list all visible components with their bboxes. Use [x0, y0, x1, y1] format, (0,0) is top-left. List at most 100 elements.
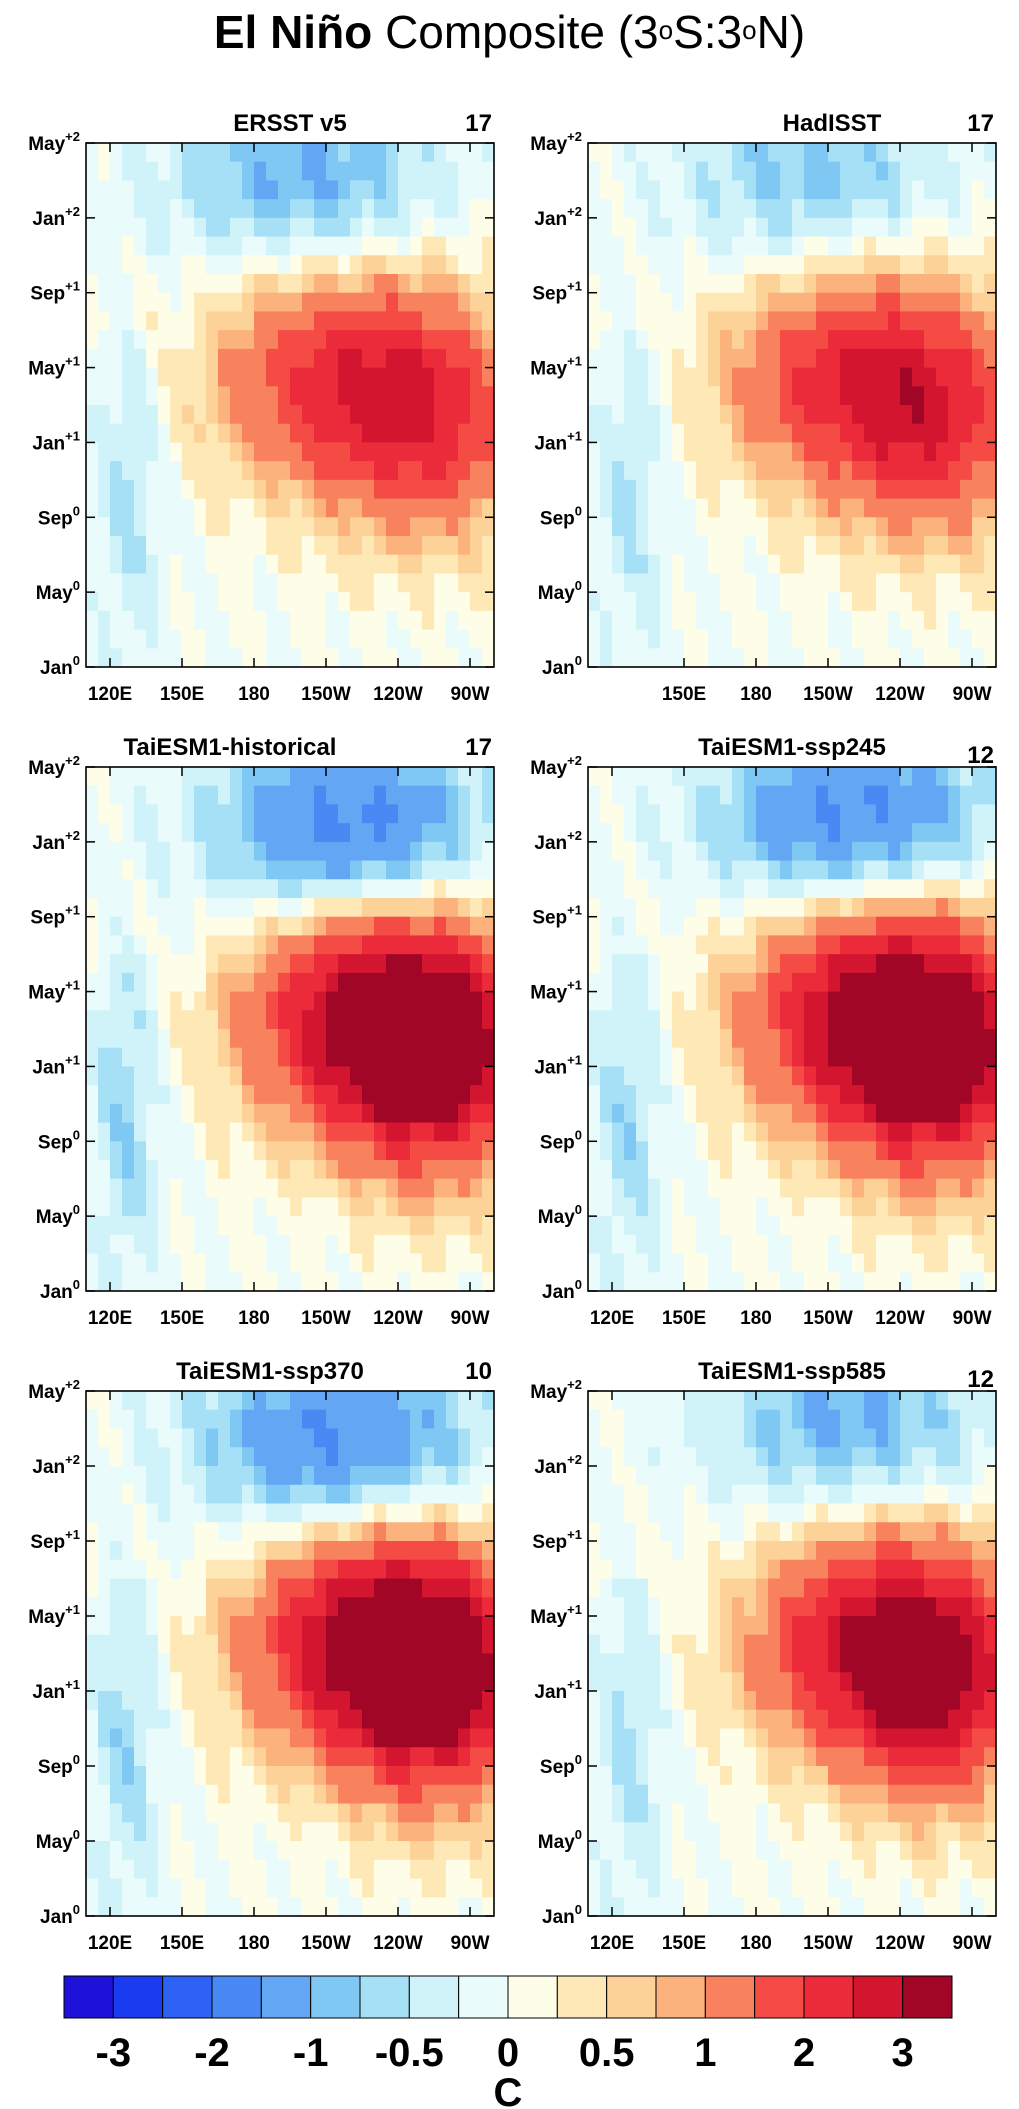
heatmap-cell	[624, 161, 637, 182]
heatmap-cell	[720, 1216, 733, 1236]
heatmap-cell	[278, 823, 291, 843]
heatmap-cell	[314, 1029, 327, 1049]
heatmap-cell	[960, 841, 973, 862]
heatmap-cell	[278, 1709, 291, 1730]
heatmap-cell	[768, 236, 781, 256]
heatmap-cell	[254, 991, 267, 1011]
heatmap-cell	[134, 1253, 147, 1273]
heatmap-cell	[170, 610, 183, 631]
heatmap-cell	[170, 1784, 183, 1805]
heatmap-cell	[326, 1122, 339, 1142]
heatmap-cell	[756, 1234, 769, 1255]
heatmap-cell	[266, 423, 279, 444]
heatmap-cell	[314, 217, 327, 238]
heatmap-cell	[110, 648, 123, 668]
heatmap-cell	[446, 954, 459, 974]
heatmap-cell	[386, 879, 399, 899]
heatmap-cell	[912, 991, 925, 1011]
heatmap-cell	[326, 1234, 339, 1255]
heatmap-cell	[672, 1141, 685, 1161]
heatmap-cell	[110, 1103, 123, 1124]
heatmap-cell	[648, 348, 661, 369]
heatmap-cell	[134, 1010, 147, 1030]
heatmap-cell	[458, 236, 471, 256]
heatmap-cell	[398, 592, 411, 612]
heatmap-cell	[924, 199, 937, 219]
heatmap-cell	[98, 879, 111, 899]
heatmap-cell	[900, 274, 913, 294]
heatmap-cell	[816, 648, 829, 668]
heatmap-cell	[374, 1447, 387, 1467]
heatmap-cell	[146, 991, 159, 1011]
heatmap-cell	[624, 1160, 637, 1180]
heatmap-cell	[338, 592, 351, 612]
heatmap-cell	[338, 1766, 351, 1786]
heatmap-cell	[828, 1160, 841, 1180]
heatmap-cell	[588, 274, 601, 294]
heatmap-cell	[338, 804, 351, 824]
heatmap-cell	[326, 841, 339, 862]
heatmap-cell	[182, 1466, 195, 1486]
heatmap-cell	[470, 1541, 483, 1561]
heatmap-cell	[182, 1578, 195, 1598]
heatmap-cell	[422, 1803, 435, 1823]
heatmap-cell	[122, 498, 135, 518]
heatmap-cell	[314, 1897, 327, 1917]
heatmap-cell	[648, 498, 661, 518]
heatmap-cell	[218, 898, 231, 918]
heatmap-cell	[588, 1047, 601, 1068]
heatmap-cell	[972, 991, 985, 1011]
heatmap-cell	[684, 461, 697, 481]
heatmap-cell	[170, 1578, 183, 1598]
heatmap-cell	[98, 1178, 111, 1199]
heatmap-cell	[194, 1047, 207, 1068]
heatmap-cell	[362, 1522, 375, 1542]
heatmap-cell	[398, 841, 411, 862]
heatmap-cell	[458, 1541, 471, 1561]
heatmap-cell	[852, 879, 865, 899]
heatmap-cell	[266, 1578, 279, 1598]
heatmap-cell	[182, 292, 195, 313]
heatmap-cell	[158, 935, 171, 955]
heatmap-cell	[756, 954, 769, 974]
heatmap-cell	[278, 180, 291, 200]
heatmap-cell	[732, 785, 745, 806]
heatmap-cell	[338, 143, 351, 163]
heatmap-cell	[470, 143, 483, 163]
heatmap-cell	[302, 954, 315, 974]
heatmap-cell	[446, 1728, 459, 1748]
heatmap-cell	[110, 1253, 123, 1273]
heatmap-cell	[242, 804, 255, 824]
heatmap-cell	[422, 1141, 435, 1161]
heatmap-cell	[708, 1066, 721, 1086]
heatmap-cell	[218, 1653, 231, 1673]
heatmap-cell	[696, 823, 709, 843]
heatmap-cell	[960, 1178, 973, 1199]
heatmap-cell	[660, 991, 673, 1011]
heatmap-cell	[350, 1160, 363, 1180]
heatmap-cell	[350, 1103, 363, 1124]
heatmap-cell	[326, 311, 339, 331]
heatmap-cell	[158, 405, 171, 425]
heatmap-cell	[756, 386, 769, 406]
heatmap-cell	[362, 461, 375, 481]
heatmap-cell	[314, 1428, 327, 1448]
heatmap-cell	[422, 1728, 435, 1748]
heatmap-cell	[912, 916, 925, 937]
heatmap-cell	[158, 423, 171, 444]
heatmap-cell	[242, 1747, 255, 1767]
heatmap-cell	[912, 573, 925, 593]
heatmap-cell	[266, 629, 279, 649]
heatmap-cell	[744, 785, 757, 806]
heatmap-cell	[410, 517, 423, 537]
heatmap-cell	[482, 785, 495, 806]
heatmap-cell	[254, 1766, 267, 1786]
y-tick-label: May+1	[530, 978, 582, 1004]
heatmap-cell	[876, 479, 889, 500]
heatmap-cell	[636, 916, 649, 937]
heatmap-cell	[134, 1672, 147, 1692]
heatmap-cell	[278, 1822, 291, 1842]
heatmap-cell	[684, 1085, 697, 1105]
heatmap-cell	[230, 180, 243, 200]
heatmap-cell	[254, 143, 267, 163]
